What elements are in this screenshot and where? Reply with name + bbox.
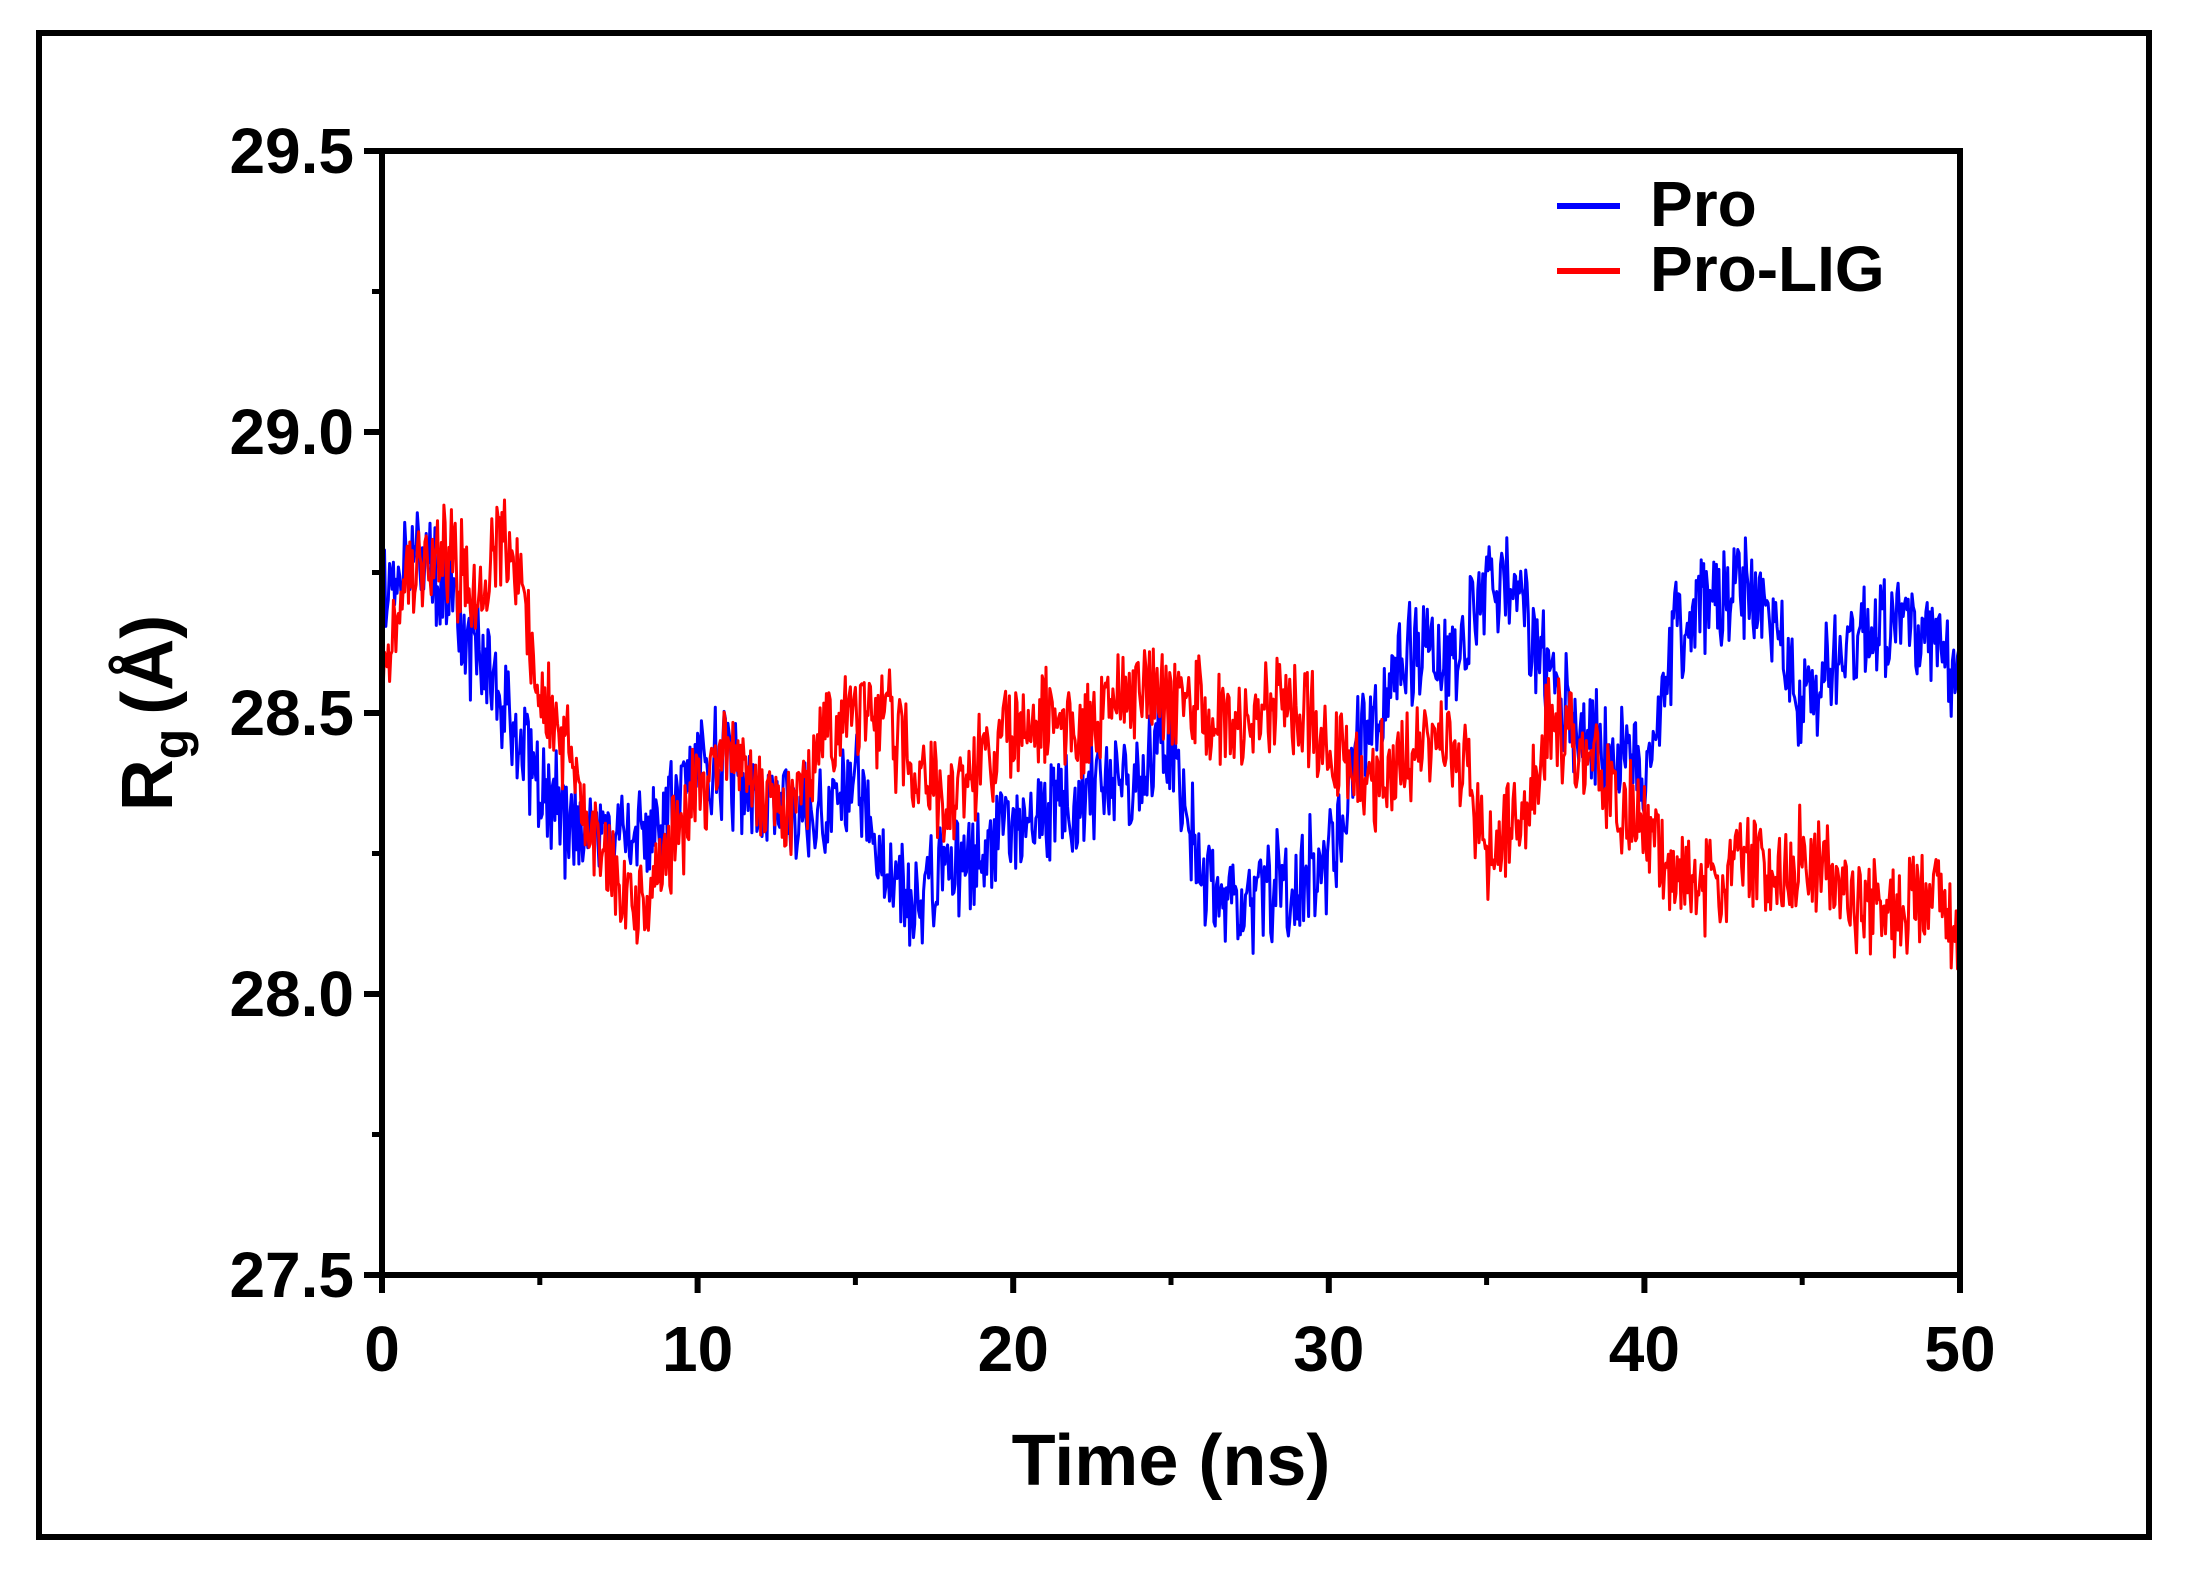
y-axis-label-unit: (Å) (108, 615, 188, 715)
y-tick-label: 28.5 (229, 677, 354, 749)
x-tick-label: 20 (978, 1313, 1049, 1385)
series-line-pro-lig (380, 498, 1962, 979)
y-axis-label-subscript: g (143, 729, 199, 760)
y-tick-label: 29.5 (229, 115, 354, 187)
y-tick-label: 28.0 (229, 958, 354, 1030)
y-tick-label: 29.0 (229, 396, 354, 468)
axis-layer: 0 10 20 30 40 50 27.5 28.0 28.5 29.0 29.5 (229, 115, 1995, 1385)
x-tick-label: 40 (1609, 1313, 1680, 1385)
x-tick-label: 10 (662, 1313, 733, 1385)
rg-line-chart: 0 10 20 30 40 50 27.5 28.0 28.5 29.0 29.5 Time (ns… (108, 115, 1996, 1501)
y-axis-label-symbol: R (108, 759, 188, 811)
legend-label-pro: Pro (1650, 168, 1757, 240)
x-axis-label: Time (ns) (1012, 1421, 1331, 1501)
x-tick-label: 50 (1924, 1313, 1995, 1385)
y-axis-label: Rg (Å) (108, 615, 199, 812)
x-tick-label: 0 (364, 1313, 400, 1385)
legend: Pro Pro-LIG (1557, 168, 1885, 305)
x-tick-label: 30 (1293, 1313, 1364, 1385)
figure-frame: 0 10 20 30 40 50 27.5 28.0 28.5 29.0 29.5 Time (ns… (36, 30, 2152, 1540)
series-layer (380, 498, 1962, 979)
y-tick-label: 27.5 (229, 1239, 354, 1311)
legend-label-pro-lig: Pro-LIG (1650, 233, 1885, 305)
